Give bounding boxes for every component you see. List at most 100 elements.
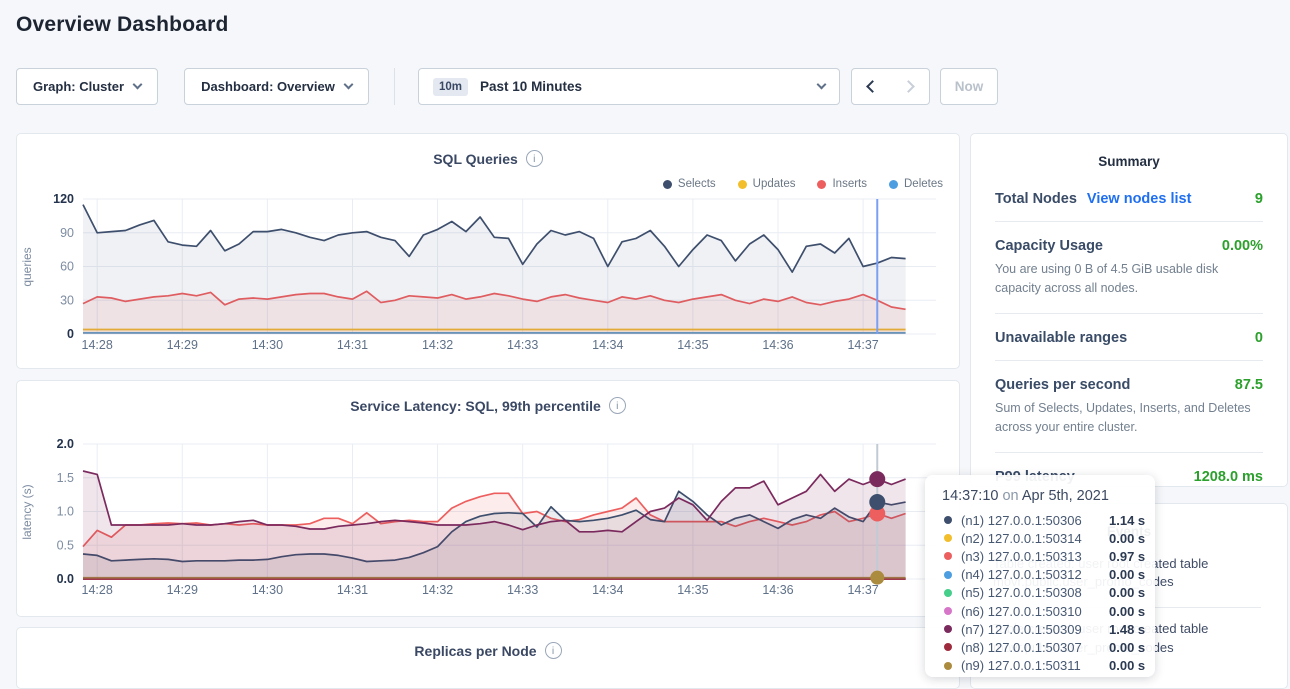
svg-text:14:34: 14:34: [592, 338, 623, 352]
replicas-per-node-panel: Replicas per Node i: [16, 627, 960, 689]
summary-row-capacity: Capacity Usage 0.00% You are using 0 B o…: [995, 222, 1263, 314]
svg-text:queries: queries: [20, 247, 34, 286]
svg-text:14:32: 14:32: [422, 338, 453, 352]
sql-queries-legend: Selects Updates Inserts Deletes: [662, 178, 943, 190]
svg-text:14:33: 14:33: [507, 338, 538, 352]
time-prev-button[interactable]: [851, 68, 891, 105]
dashboard-dropdown[interactable]: Dashboard: Overview: [184, 68, 369, 105]
svg-text:0: 0: [67, 327, 74, 341]
chevron-down-icon: [343, 79, 354, 90]
sql-queries-chart[interactable]: 0 30 60 90 120 14:28 14:29 14:30 14:31 14:32 14:33…: [17, 191, 960, 361]
svg-text:90: 90: [60, 226, 74, 240]
page-title: Overview Dashboard: [16, 13, 229, 36]
svg-text:1.5: 1.5: [57, 471, 74, 485]
tooltip-row: (n9) 127.0.0.1:50311 0.00 s: [942, 657, 1155, 675]
chart-title: Service Latency: SQL, 99th percentile: [350, 397, 601, 414]
legend-item[interactable]: Selects: [662, 178, 716, 190]
svg-text:2.0: 2.0: [57, 437, 74, 451]
unavailable-ranges-value: 0: [1254, 329, 1263, 346]
svg-text:14:37: 14:37: [847, 338, 878, 352]
tooltip-row: (n7) 127.0.0.1:50309 1.48 s: [942, 620, 1155, 638]
capacity-usage-value: 0.00%: [1221, 238, 1263, 254]
series-dot: [944, 516, 952, 525]
chevron-right-icon: [901, 80, 915, 93]
now-button[interactable]: Now: [940, 68, 998, 105]
series-dot: [944, 661, 952, 670]
graph-dropdown-label: Graph: Cluster: [32, 79, 124, 94]
total-nodes-value: 9: [1254, 191, 1263, 207]
qps-value: 87.5: [1234, 376, 1263, 393]
svg-text:14:28: 14:28: [82, 338, 113, 352]
sql-queries-panel: SQL Queries i Selects Updates Inserts De…: [16, 133, 960, 369]
tooltip-row: (n6) 127.0.0.1:50310 0.00 s: [942, 602, 1155, 620]
p99-latency-value: 1208.0 ms: [1193, 468, 1263, 485]
chart-hover-tooltip: 14:37:10 on Apr 5th, 2021 (n1) 127.0.0.1…: [925, 475, 1155, 677]
service-latency-panel: Service Latency: SQL, 99th percentile i …: [16, 380, 960, 617]
tooltip-row: (n4) 127.0.0.1:50312 0.00 s: [942, 566, 1155, 584]
svg-text:14:30: 14:30: [252, 338, 283, 352]
tooltip-row: (n5) 127.0.0.1:50308 0.00 s: [942, 584, 1155, 602]
series-dot: [944, 625, 952, 634]
legend-item[interactable]: Deletes: [889, 178, 943, 190]
time-range-picker[interactable]: 10m Past 10 Minutes: [418, 68, 840, 105]
svg-text:14:34: 14:34: [592, 583, 623, 597]
summary-row-unavailable: Unavailable ranges 0: [995, 314, 1263, 361]
summary-panel: Summary Total Nodes View nodes list 9 Ca…: [970, 133, 1288, 487]
summary-row-qps: Queries per second 87.5 Sum of Selects, …: [995, 361, 1263, 453]
series-dot: [944, 570, 952, 579]
series-dot: [944, 552, 952, 561]
time-range-badge: 10m: [433, 77, 469, 96]
series-dot: [944, 534, 952, 543]
chevron-down-icon: [132, 79, 143, 90]
svg-text:14:28: 14:28: [82, 583, 113, 597]
svg-text:14:36: 14:36: [762, 338, 793, 352]
svg-text:14:35: 14:35: [677, 338, 708, 352]
svg-text:14:29: 14:29: [167, 583, 198, 597]
legend-dot: [817, 179, 827, 189]
chevron-left-icon: [866, 80, 879, 93]
legend-item[interactable]: Updates: [737, 178, 795, 190]
info-icon[interactable]: i: [608, 397, 626, 414]
svg-text:14:30: 14:30: [252, 583, 283, 597]
info-icon[interactable]: i: [544, 642, 562, 659]
legend-dot: [889, 179, 898, 189]
svg-text:0.5: 0.5: [57, 538, 74, 552]
graph-dropdown[interactable]: Graph: Cluster: [16, 68, 158, 105]
svg-text:14:31: 14:31: [337, 583, 368, 597]
tooltip-timestamp: 14:37:10 on Apr 5th, 2021: [942, 488, 1109, 504]
view-nodes-list-link[interactable]: View nodes list: [1086, 191, 1192, 207]
chart-title: SQL Queries: [433, 150, 518, 167]
svg-text:14:37: 14:37: [847, 583, 878, 597]
dashboard-dropdown-label: Dashboard: Overview: [201, 79, 335, 94]
svg-text:14:29: 14:29: [167, 338, 198, 352]
time-next-button[interactable]: [890, 68, 930, 105]
toolbar-divider: [394, 68, 395, 105]
svg-text:1.0: 1.0: [57, 505, 74, 519]
chart-title: Replicas per Node: [414, 642, 537, 659]
series-dot: [944, 607, 952, 616]
svg-text:60: 60: [60, 260, 74, 274]
svg-text:30: 30: [60, 293, 74, 307]
svg-text:latency (s): latency (s): [20, 484, 34, 539]
series-dot: [944, 588, 952, 597]
chevron-down-icon: [816, 79, 827, 90]
svg-text:14:35: 14:35: [677, 583, 708, 597]
svg-text:14:33: 14:33: [507, 583, 538, 597]
svg-text:0.0: 0.0: [57, 572, 74, 586]
legend-item[interactable]: Inserts: [817, 178, 867, 190]
svg-text:120: 120: [53, 192, 74, 206]
tooltip-row: (n2) 127.0.0.1:50314 0.00 s: [942, 529, 1155, 547]
time-range-label: Past 10 Minutes: [480, 79, 583, 94]
tooltip-row: (n8) 127.0.0.1:50307 0.00 s: [942, 638, 1155, 656]
service-latency-chart[interactable]: 0.0 0.5 1.0 1.5 2.0 14:28 14:29 14:30 14:31 14:32…: [17, 436, 960, 606]
legend-dot: [662, 179, 672, 189]
svg-text:14:36: 14:36: [762, 583, 793, 597]
series-dot: [944, 643, 952, 652]
tooltip-row: (n1) 127.0.0.1:50306 1.14 s: [942, 511, 1155, 529]
legend-dot: [737, 179, 747, 189]
tooltip-row: (n3) 127.0.0.1:50313 0.97 s: [942, 547, 1155, 565]
summary-title: Summary: [1098, 154, 1160, 169]
summary-row-total-nodes: Total Nodes View nodes list 9: [995, 175, 1263, 222]
svg-text:14:31: 14:31: [337, 338, 368, 352]
info-icon[interactable]: i: [525, 150, 543, 167]
